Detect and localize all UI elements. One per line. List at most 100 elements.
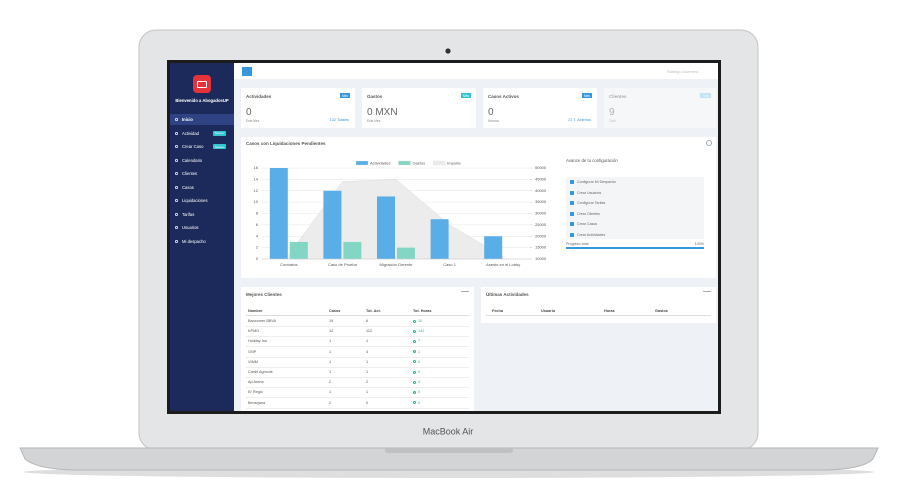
table-cell: 0: [418, 359, 421, 364]
menu-button[interactable]: [242, 67, 252, 76]
card-title: Gastos: [367, 94, 383, 99]
card-caption: Este Mes: [367, 119, 381, 123]
table-cell: 112: [366, 329, 373, 334]
column-header: Usuario: [541, 309, 556, 313]
menu-item[interactable]: Clientes: [170, 168, 234, 179]
area: [288, 179, 504, 260]
stat-card: Gastos Mes 0 MXN Este Mes: [362, 88, 476, 128]
x-tick-label: Migración Gerente: [380, 262, 414, 267]
menu-icon: [175, 131, 178, 135]
card-badge: Mes: [460, 93, 471, 98]
menu-item[interactable]: Calendario: [170, 155, 234, 166]
setup-item: Crear Clientes: [577, 211, 600, 216]
menu-icon: [175, 118, 178, 121]
legend-label: Importe: [447, 160, 461, 165]
progress-value: 100%: [694, 242, 704, 246]
card-title: Actividades: [246, 94, 272, 99]
x-tick-label: Caso 1: [443, 262, 456, 267]
table-cell: 19: [329, 319, 334, 323]
table-cell: 2: [329, 380, 332, 385]
bar: [269, 168, 288, 259]
y-tick-label: 14: [254, 176, 259, 181]
menu-item[interactable]: Actividad Nuevo: [170, 128, 234, 139]
bar: [343, 241, 362, 259]
menu-icon: [175, 185, 178, 189]
menu-item[interactable]: Casos: [170, 182, 234, 193]
panel-controls[interactable]: [703, 291, 711, 294]
table-cell: KPMG: [248, 329, 260, 334]
card-link[interactable]: 21 T. Abiertos: [568, 118, 591, 122]
table-cell: Holiday Inn: [248, 339, 267, 344]
menu-icon: [175, 226, 178, 229]
table-cell: 7: [418, 339, 421, 344]
hours-icon: [413, 380, 416, 384]
y2-tick-label: 45000: [535, 176, 547, 181]
menu-icon: [175, 145, 178, 148]
hours-icon: [413, 339, 416, 343]
hours-icon: [413, 360, 416, 364]
user-name[interactable]: Rodrigo Guerrero: [666, 69, 698, 74]
menu-item[interactable]: Mi despacho: [170, 236, 234, 247]
y2-tick-label: 50000: [535, 165, 547, 170]
checkbox: [570, 190, 574, 195]
menu-label: Crear Caso: [182, 144, 204, 149]
table-cell: 4: [366, 349, 369, 354]
menu-label: Actividad: [182, 130, 199, 136]
menu-icon: [175, 158, 178, 162]
table-cell: 12: [329, 329, 334, 334]
card-value: 9: [609, 107, 615, 118]
card-badge: Total: [700, 93, 711, 98]
header-rule: [486, 315, 711, 316]
panel-title: Últimas Actividades: [486, 292, 529, 297]
y-tick-label: 12: [254, 188, 259, 193]
legend-swatch: [432, 160, 446, 166]
sidebar: Bienvenido a AbogadosUP Inicio Actividad Nu…: [170, 63, 234, 411]
setup-item: Crear Actividades: [577, 232, 606, 237]
menu-label: Calendario: [182, 157, 203, 163]
card-badge: Mes: [581, 93, 592, 98]
y-tick-label: 2: [256, 245, 259, 250]
panel-toggle[interactable]: [706, 140, 712, 146]
card-value: 0 MXN: [367, 107, 398, 118]
table-cell: 2: [329, 400, 332, 405]
table-cell: GNP: [248, 349, 257, 354]
y2-tick-label: 10000: [535, 256, 547, 261]
activities-panel: Últimas Actividades Fecha Usuario Horas Gast…: [481, 287, 716, 323]
camera: [445, 48, 451, 54]
y-tick-label: 4: [256, 233, 259, 238]
menu-item[interactable]: Liquidaciones: [170, 195, 234, 206]
x-tick-label: Contratos: [280, 262, 297, 267]
card-value: 0: [246, 107, 252, 118]
y-tick-label: 0: [256, 256, 259, 261]
menu-label: Mi despacho: [182, 238, 206, 244]
menu-item[interactable]: Inicio: [170, 114, 234, 125]
card-link[interactable]: 132 Totales: [329, 118, 349, 122]
card-title: Casos Activos: [488, 94, 519, 99]
menu-label: Clientes: [182, 171, 198, 176]
panel-controls[interactable]: [461, 291, 469, 294]
table-cell: 1: [366, 370, 369, 374]
bar: [484, 236, 503, 259]
bar: [323, 190, 342, 259]
menu-icon: [175, 212, 178, 216]
table-cell: 0: [418, 370, 421, 374]
menu-label: Casos: [182, 184, 194, 190]
y-tick-label: 10: [254, 199, 259, 204]
table-cell: Credit Agricole: [248, 370, 273, 374]
hours-icon: [413, 319, 416, 323]
menu-badge: Nuevo: [213, 130, 226, 136]
menu-item[interactable]: Tarifas: [170, 209, 234, 220]
laptop-label: MacBook Air: [423, 426, 474, 436]
setup-item: Configurar Tarifas: [577, 201, 606, 205]
logo-icon: [197, 81, 207, 88]
column-header: Tot. Horas: [413, 309, 432, 313]
chart: 0 2 4 6 8 10 12 14 16 10000 15000 20000 25000 30000 35…: [254, 160, 547, 267]
card-badge: Mes: [339, 93, 350, 98]
table-cell: 142: [418, 329, 425, 334]
panel-title: Mejores Clientes: [246, 292, 282, 297]
table-cell: 1: [366, 339, 369, 344]
menu-item[interactable]: Crear Caso Nuevo: [170, 141, 234, 152]
menu-item[interactable]: Usuarios: [170, 222, 234, 233]
card-caption: Nuevos: [488, 119, 499, 123]
bar: [289, 241, 308, 259]
